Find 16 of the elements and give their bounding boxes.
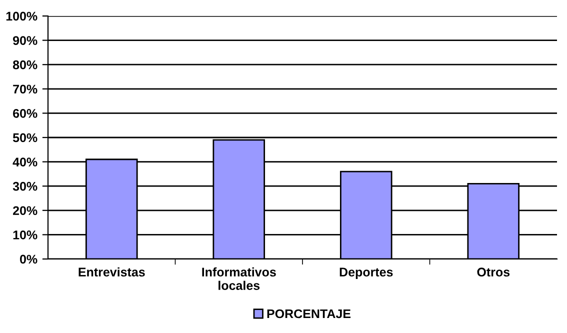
x-tick-label: Informativos locales	[202, 267, 276, 290]
legend-label: PORCENTAJE	[267, 309, 351, 318]
x-tick-label: Deportes	[340, 268, 393, 279]
y-tick-label: 20%	[13, 206, 38, 216]
y-tick-label: 90%	[13, 36, 38, 45]
y-tick-label: 30%	[12, 182, 38, 191]
y-tick-label: 50%	[12, 133, 38, 142]
y-tick-label: 70%	[13, 84, 38, 94]
y-tick-label: 0%	[20, 254, 38, 264]
y-tick-label: 100%	[6, 12, 38, 21]
y-tick-label: 40%	[12, 158, 38, 166]
x-tick-label: Otros	[477, 268, 510, 277]
y-tick-label: 60%	[13, 109, 38, 118]
x-tick-label: Entrevistas	[78, 267, 145, 277]
y-tick-label: 10%	[13, 230, 38, 240]
y-tick-label: 80%	[12, 60, 38, 70]
